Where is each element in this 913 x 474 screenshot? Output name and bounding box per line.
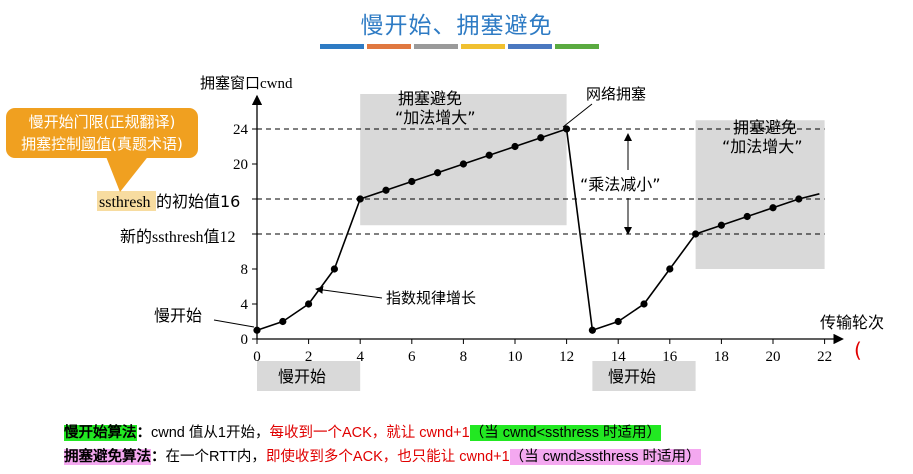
callout-line1: 慢开始门限(正规翻译) (28, 113, 176, 131)
x-axis-label: 传输轮次 (820, 314, 884, 332)
slow-start-leader (213, 319, 255, 328)
y-tick-label: 20 (233, 157, 248, 173)
ssthresh-term: ssthresh (99, 194, 151, 211)
region-ss1-label: 慢开始 (278, 367, 326, 386)
x-tick-label: 6 (408, 349, 416, 365)
region-ca1-line1: 拥塞避免 (398, 89, 462, 108)
callout-tail (105, 154, 150, 192)
data-point (717, 221, 726, 229)
congestion-label: 网络拥塞 (586, 85, 646, 103)
y-axis-label: 拥塞窗口cwnd (200, 74, 293, 92)
region-ss2-label: 慢开始 (608, 367, 656, 386)
color-bar-segment (320, 44, 364, 49)
x-tick-label: 8 (460, 349, 468, 365)
data-point (253, 326, 261, 334)
callout-line2-a: 拥塞控制 (21, 135, 82, 153)
slow-start-rule-condition: （当 cwnd<ssthress 时适用） (469, 425, 662, 441)
x-tick-label: 0 (253, 349, 261, 365)
x-tick-label: 2 (305, 349, 313, 365)
congestion-avoid-rule-name: 拥塞避免算法 (64, 449, 151, 465)
data-point (279, 317, 287, 326)
color-bar-segment (555, 44, 599, 49)
shaded-region (360, 94, 567, 226)
region-ca2-line1: 拥塞避免 (733, 118, 797, 137)
callout-line2-b: 阈值 (81, 135, 112, 153)
congestion-avoid-rule: 拥塞避免算法：在一个RTT内，即使收到多个ACK，也只能让 cwnd+1（当 c… (64, 445, 701, 466)
data-point (588, 326, 597, 334)
data-point (563, 125, 571, 133)
data-point (511, 142, 519, 151)
data-point (382, 186, 390, 194)
callout-line2: 拥塞控制阈值(真题术语) (6, 133, 198, 155)
color-bar-segment (508, 44, 552, 49)
data-point (330, 265, 338, 273)
x-tick-label: 14 (611, 349, 627, 365)
slow-start-rule-red: 每收到一个ACK，就让 cwnd+1 (269, 425, 470, 441)
congestion-avoid-rule-condition: （当 cwnd≥ssthress 时适用） (509, 449, 701, 465)
data-point (356, 195, 364, 203)
data-point (666, 265, 674, 273)
slow-start-rule: 慢开始算法：cwnd 值从1开始，每收到一个ACK，就让 cwnd+1（当 cw… (64, 421, 662, 442)
new-ssthresh-label: 新的ssthresh值12 (120, 228, 236, 246)
data-point (614, 317, 622, 326)
data-point (434, 169, 442, 177)
color-bar-segment (367, 44, 411, 49)
color-bar-segment (414, 44, 458, 49)
congestion-avoid-rule-red: 即使收到多个ACK，也只能让 cwnd+1 (265, 449, 510, 465)
region-ca1-line2: “加法增大” (395, 108, 476, 127)
data-point (459, 160, 467, 168)
congestion-avoid-rule-colon: ： (151, 449, 166, 465)
slow-start-rule-plain: cwnd 值从1开始， (151, 425, 270, 441)
title-color-bar (320, 44, 599, 49)
y-tick-label: 4 (241, 297, 249, 313)
region-ca2-line2: “加法增大” (722, 137, 803, 156)
data-point (305, 300, 313, 308)
x-tick-label: 12 (559, 349, 574, 365)
x-tick-label: 10 (508, 349, 523, 365)
callout-line2-c: (真题术语) (111, 135, 183, 153)
ssthresh-callout: 慢开始门限(正规翻译) 拥塞控制阈值(真题术语) (6, 108, 198, 158)
congestion-leader (562, 103, 593, 128)
mult-decrease-label: “乘法减小” (580, 175, 661, 194)
data-point (769, 204, 777, 212)
color-bar-segment (461, 44, 505, 49)
congestion-avoid-rule-plain: 在一个RTT内， (165, 449, 266, 465)
x-tick-label: 18 (714, 349, 729, 365)
page-title: 慢开始、拥塞避免 (360, 13, 553, 39)
x-tick-label: 16 (662, 349, 678, 365)
data-point (743, 212, 751, 221)
y-tick-label: 0 (241, 332, 249, 348)
data-point (640, 300, 648, 308)
x-tick-label: 20 (766, 349, 781, 365)
data-point (795, 195, 803, 203)
exponential-arrow (315, 285, 383, 299)
y-tick-label: 24 (233, 122, 249, 138)
data-point (485, 151, 493, 159)
slow-start-rule-name: 慢开始算法 (64, 425, 137, 441)
y-tick-label: 8 (241, 262, 249, 278)
slow-start-region (257, 361, 361, 391)
exponential-label: 指数规律增长 (386, 289, 476, 307)
x-tick-label: 4 (356, 349, 364, 365)
ssthresh-highlight (97, 191, 156, 211)
data-point (537, 134, 545, 142)
slow-start-label: 慢开始 (154, 306, 202, 325)
shaded-region (695, 120, 825, 269)
data-point (408, 177, 416, 186)
x-tick-label: 22 (817, 349, 832, 365)
initial-ssthresh-label: 的初始值16 (156, 192, 240, 211)
stray-mark: ( (854, 338, 862, 362)
slow-start-rule-colon: ： (136, 425, 152, 441)
data-point (692, 230, 700, 238)
slow-start-region (592, 361, 696, 391)
